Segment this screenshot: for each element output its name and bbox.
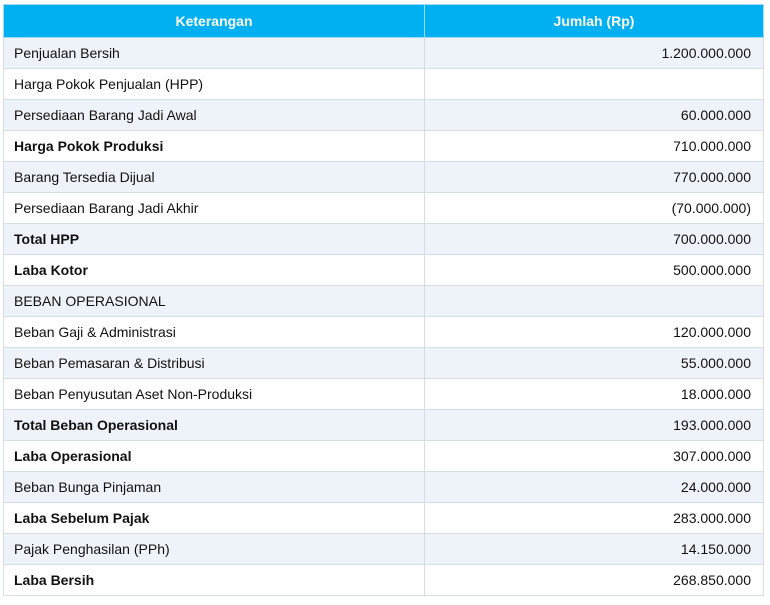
row-description: Laba Bersih [3, 564, 425, 596]
table-row: Laba Bersih 268.850.000 [3, 564, 764, 596]
table-row: Total HPP 700.000.000 [3, 223, 764, 255]
table-row: Laba Kotor 500.000.000 [3, 254, 764, 286]
row-amount: 14.150.000 [424, 533, 764, 565]
row-amount: 307.000.000 [424, 440, 764, 472]
table-row: Persediaan Barang Jadi Awal 60.000.000 [3, 99, 764, 131]
row-description: Laba Kotor [3, 254, 425, 286]
table-row: Laba Operasional 307.000.000 [3, 440, 764, 472]
row-description: BEBAN OPERASIONAL [3, 285, 425, 317]
row-description: Harga Pokok Produksi [3, 130, 425, 162]
table-row: Persediaan Barang Jadi Akhir (70.000.000) [3, 192, 764, 224]
table-row: BEBAN OPERASIONAL [3, 285, 764, 317]
row-description: Pajak Penghasilan (PPh) [3, 533, 425, 565]
row-description: Laba Sebelum Pajak [3, 502, 425, 534]
table-row: Laba Sebelum Pajak 283.000.000 [3, 502, 764, 534]
row-amount: 500.000.000 [424, 254, 764, 286]
row-description: Barang Tersedia Dijual [3, 161, 425, 193]
row-description: Total HPP [3, 223, 425, 255]
row-amount: 193.000.000 [424, 409, 764, 441]
column-header-description: Keterangan [3, 4, 425, 38]
table-row: Beban Pemasaran & Distribusi 55.000.000 [3, 347, 764, 379]
table-row: Beban Gaji & Administrasi 120.000.000 [3, 316, 764, 348]
row-description: Beban Pemasaran & Distribusi [3, 347, 425, 379]
row-amount: 700.000.000 [424, 223, 764, 255]
row-amount: 1.200.000.000 [424, 37, 764, 69]
row-description: Beban Bunga Pinjaman [3, 471, 425, 503]
income-statement: Keterangan Jumlah (Rp) Penjualan Bersih 1… [3, 4, 764, 596]
income-statement-table: Keterangan Jumlah (Rp) Penjualan Bersih 1… [3, 4, 764, 596]
table-row: Beban Bunga Pinjaman 24.000.000 [3, 471, 764, 503]
table-row: Pajak Penghasilan (PPh) 14.150.000 [3, 533, 764, 565]
table-row: Total Beban Operasional 193.000.000 [3, 409, 764, 441]
column-header-amount: Jumlah (Rp) [424, 4, 764, 38]
row-amount: 710.000.000 [424, 130, 764, 162]
row-description: Laba Operasional [3, 440, 425, 472]
row-description: Beban Penyusutan Aset Non-Produksi [3, 378, 425, 410]
row-amount: 120.000.000 [424, 316, 764, 348]
row-description: Penjualan Bersih [3, 37, 425, 69]
row-description: Beban Gaji & Administrasi [3, 316, 425, 348]
table-header-row: Keterangan Jumlah (Rp) [3, 4, 764, 38]
row-amount: 60.000.000 [424, 99, 764, 131]
table-row: Penjualan Bersih 1.200.000.000 [3, 37, 764, 69]
table-row: Barang Tersedia Dijual 770.000.000 [3, 161, 764, 193]
row-amount: 24.000.000 [424, 471, 764, 503]
table-row: Harga Pokok Penjualan (HPP) [3, 68, 764, 100]
row-amount [424, 285, 764, 317]
row-description: Harga Pokok Penjualan (HPP) [3, 68, 425, 100]
row-amount: 283.000.000 [424, 502, 764, 534]
table-body: Penjualan Bersih 1.200.000.000 Harga Pokok… [3, 37, 764, 596]
row-amount: (70.000.000) [424, 192, 764, 224]
row-description: Persediaan Barang Jadi Akhir [3, 192, 425, 224]
table-row: Beban Penyusutan Aset Non-Produksi 18.000… [3, 378, 764, 410]
row-amount: 268.850.000 [424, 564, 764, 596]
row-amount: 770.000.000 [424, 161, 764, 193]
row-amount: 18.000.000 [424, 378, 764, 410]
row-description: Total Beban Operasional [3, 409, 425, 441]
table-row: Harga Pokok Produksi 710.000.000 [3, 130, 764, 162]
row-amount [424, 68, 764, 100]
row-description: Persediaan Barang Jadi Awal [3, 99, 425, 131]
row-amount: 55.000.000 [424, 347, 764, 379]
